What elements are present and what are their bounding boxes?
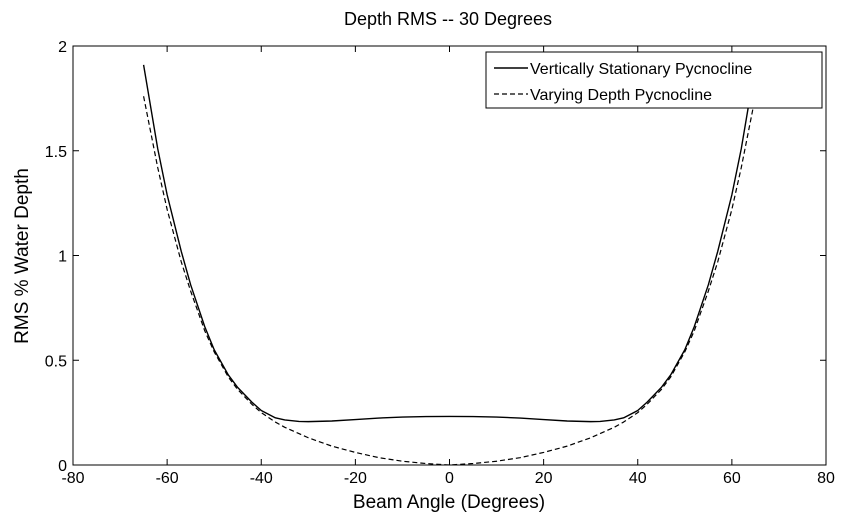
chart-title: Depth RMS -- 30 Degrees (344, 9, 552, 29)
legend: Vertically Stationary Pycnocline Varying… (485, 51, 823, 109)
series-group (142, 64, 757, 465)
y-tick-label: 1.5 (45, 144, 67, 161)
plot-area (72, 45, 827, 466)
x-tick-label: 80 (817, 470, 835, 487)
x-tick-label: 40 (629, 470, 647, 487)
series-line-vertically-stationary (142, 64, 757, 423)
y-tick-label: 1 (58, 249, 67, 266)
y-axis-label: RMS % Water Depth (12, 168, 33, 344)
x-tick-label: -80 (61, 470, 84, 487)
y-tick-label: 0 (58, 458, 67, 475)
x-tick-label: 20 (535, 470, 553, 487)
x-tick-label: 60 (723, 470, 741, 487)
axis-tick-labels: -80 -60 -40 -20 0 20 40 60 80 0 0.5 1 1.5 2 (45, 39, 835, 487)
x-axis-label: Beam Angle (Degrees) (353, 492, 545, 513)
legend-box (485, 51, 823, 109)
axis-ticks (72, 45, 827, 466)
legend-label-varying: Varying Depth Pycnocline (530, 87, 712, 104)
x-tick-label: -60 (156, 470, 179, 487)
x-tick-label: -20 (344, 470, 367, 487)
legend-label-stationary: Vertically Stationary Pycnocline (530, 61, 752, 78)
y-tick-label: 2 (58, 39, 67, 56)
y-tick-label: 0.5 (45, 353, 67, 370)
x-tick-label: 0 (445, 470, 454, 487)
x-tick-label: -40 (250, 470, 273, 487)
